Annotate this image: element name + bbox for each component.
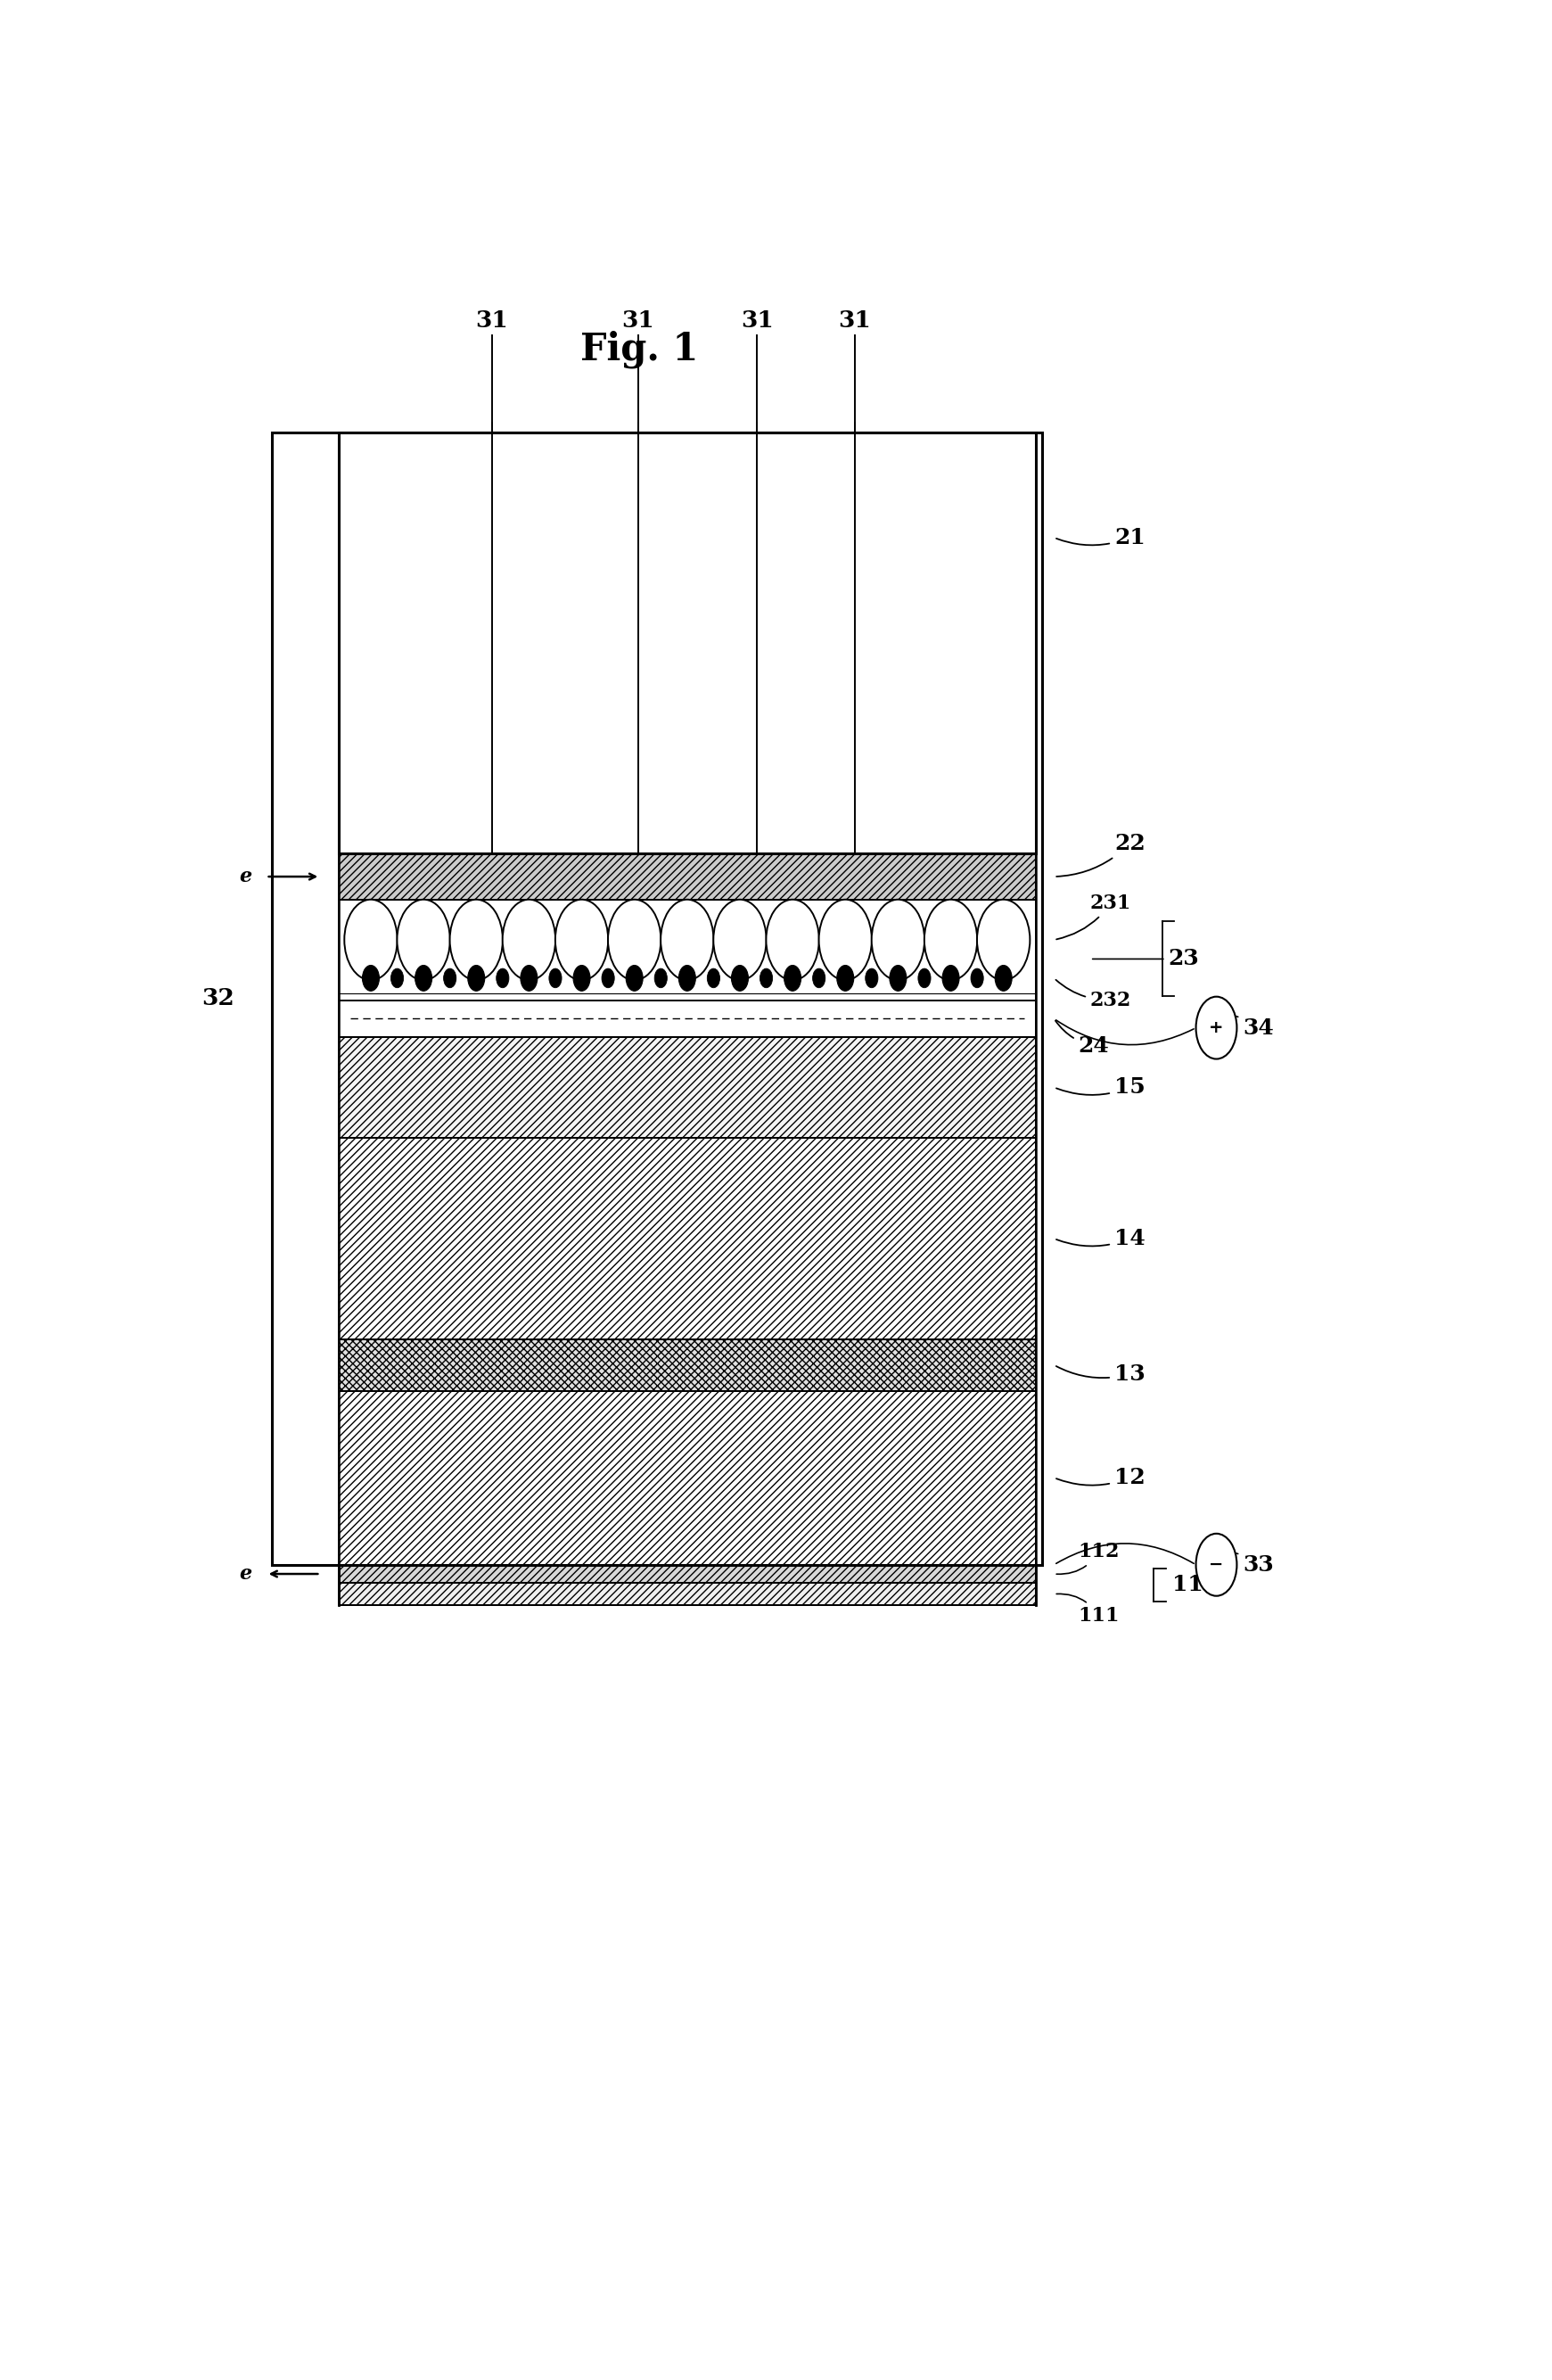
Text: 232: 232: [1055, 981, 1131, 1009]
Bar: [338, 854, 1037, 900]
Bar: [338, 1038, 1037, 1138]
Text: 11: 11: [1172, 1573, 1203, 1595]
Text: +: +: [1209, 1019, 1223, 1035]
Text: e: e: [239, 866, 251, 885]
Bar: [338, 1583, 1037, 1604]
Text: 32: 32: [202, 988, 234, 1009]
Text: 31: 31: [740, 309, 773, 331]
Text: 31: 31: [475, 309, 508, 331]
Circle shape: [978, 900, 1031, 981]
Circle shape: [872, 900, 925, 981]
Text: 21: 21: [1057, 526, 1145, 547]
Circle shape: [497, 969, 509, 988]
Circle shape: [391, 969, 404, 988]
Circle shape: [520, 966, 537, 990]
Circle shape: [837, 966, 854, 990]
Circle shape: [819, 900, 872, 981]
Bar: [338, 1564, 1037, 1583]
Text: 111: 111: [1057, 1595, 1119, 1626]
Circle shape: [625, 966, 643, 990]
Circle shape: [942, 966, 959, 990]
Circle shape: [1197, 997, 1237, 1059]
Circle shape: [919, 969, 931, 988]
Bar: [338, 1138, 1037, 1340]
Bar: [338, 1564, 1037, 1583]
Text: 31: 31: [622, 309, 655, 331]
Circle shape: [784, 966, 801, 990]
Circle shape: [714, 900, 767, 981]
Text: 14: 14: [1057, 1228, 1145, 1250]
Circle shape: [655, 969, 667, 988]
Circle shape: [414, 966, 431, 990]
Bar: [338, 1583, 1037, 1604]
Text: 23: 23: [1093, 947, 1200, 969]
Circle shape: [345, 900, 397, 981]
Bar: [338, 433, 1037, 854]
Text: 231: 231: [1057, 892, 1131, 940]
Text: 12: 12: [1057, 1466, 1145, 1488]
Bar: [338, 900, 1037, 1000]
Text: 13: 13: [1057, 1364, 1145, 1385]
Circle shape: [363, 966, 379, 990]
Circle shape: [1197, 1533, 1237, 1597]
Text: 24: 24: [1055, 1021, 1110, 1057]
Circle shape: [708, 969, 720, 988]
Text: 34: 34: [1198, 1016, 1274, 1038]
Circle shape: [925, 900, 978, 981]
Circle shape: [397, 900, 450, 981]
Circle shape: [767, 900, 819, 981]
Circle shape: [813, 969, 826, 988]
Circle shape: [995, 966, 1012, 990]
Circle shape: [731, 966, 748, 990]
Circle shape: [602, 969, 615, 988]
Bar: [338, 1390, 1037, 1564]
Circle shape: [556, 900, 608, 981]
Circle shape: [549, 969, 562, 988]
Circle shape: [972, 969, 984, 988]
Bar: [338, 1340, 1037, 1390]
Circle shape: [866, 969, 878, 988]
Circle shape: [444, 969, 456, 988]
Text: Fig. 1: Fig. 1: [580, 331, 698, 369]
Circle shape: [573, 966, 590, 990]
Circle shape: [889, 966, 906, 990]
Circle shape: [608, 900, 661, 981]
Circle shape: [503, 900, 556, 981]
Text: −: −: [1209, 1557, 1223, 1573]
Text: 112: 112: [1057, 1542, 1119, 1573]
Text: 31: 31: [838, 309, 871, 331]
Bar: [272, 433, 1041, 1564]
Circle shape: [467, 966, 484, 990]
Circle shape: [760, 969, 773, 988]
Circle shape: [450, 900, 503, 981]
Text: 15: 15: [1057, 1076, 1145, 1097]
Text: e: e: [239, 1564, 251, 1583]
Text: 33: 33: [1198, 1552, 1274, 1576]
Circle shape: [661, 900, 714, 981]
Circle shape: [678, 966, 695, 990]
Bar: [338, 1000, 1037, 1038]
Text: 22: 22: [1057, 833, 1145, 876]
